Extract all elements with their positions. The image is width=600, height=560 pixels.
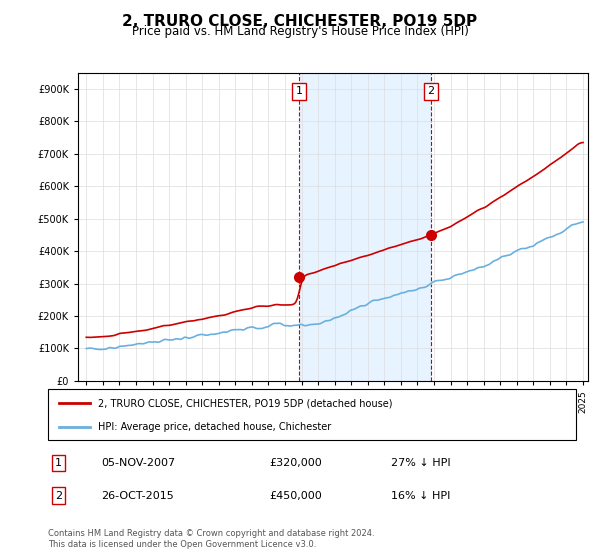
Text: £320,000: £320,000 — [270, 458, 323, 468]
Text: 27% ↓ HPI: 27% ↓ HPI — [391, 458, 451, 468]
FancyBboxPatch shape — [48, 389, 576, 440]
Text: HPI: Average price, detached house, Chichester: HPI: Average price, detached house, Chic… — [98, 422, 331, 432]
Text: 2: 2 — [55, 491, 62, 501]
Text: Contains HM Land Registry data © Crown copyright and database right 2024.
This d: Contains HM Land Registry data © Crown c… — [48, 529, 374, 549]
Text: 2: 2 — [427, 86, 434, 96]
Text: Price paid vs. HM Land Registry's House Price Index (HPI): Price paid vs. HM Land Registry's House … — [131, 25, 469, 38]
Text: 1: 1 — [295, 86, 302, 96]
Text: 16% ↓ HPI: 16% ↓ HPI — [391, 491, 451, 501]
Text: 1: 1 — [55, 458, 62, 468]
Text: 2, TRURO CLOSE, CHICHESTER, PO19 5DP: 2, TRURO CLOSE, CHICHESTER, PO19 5DP — [122, 14, 478, 29]
Text: £450,000: £450,000 — [270, 491, 323, 501]
Text: 2, TRURO CLOSE, CHICHESTER, PO19 5DP (detached house): 2, TRURO CLOSE, CHICHESTER, PO19 5DP (de… — [98, 398, 392, 408]
Text: 26-OCT-2015: 26-OCT-2015 — [101, 491, 173, 501]
Text: 05-NOV-2007: 05-NOV-2007 — [101, 458, 175, 468]
